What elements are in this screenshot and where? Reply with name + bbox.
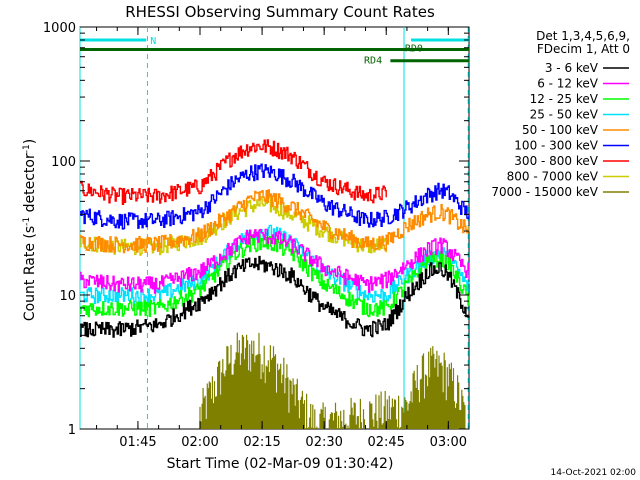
y-label-end: ) bbox=[22, 139, 38, 144]
y-tick-label-2: 100 bbox=[51, 155, 76, 170]
flag-label-rd4: RD4 bbox=[364, 56, 382, 67]
y-label-main: Count Rate (s bbox=[22, 226, 38, 321]
series-layer bbox=[80, 139, 470, 429]
flag-label-n: N bbox=[150, 36, 156, 47]
x-tick-label-1: 02:00 bbox=[181, 435, 218, 450]
series-line-12to25keV bbox=[80, 234, 470, 318]
x-tick-label-2: 02:15 bbox=[243, 435, 280, 450]
y-axis-label: Count Rate (s-1 detector-1) bbox=[22, 139, 38, 321]
series-line-300to800keV bbox=[80, 139, 387, 205]
series-line-6to12keV bbox=[80, 228, 470, 294]
legend-label-3: 25 - 50 keV bbox=[530, 108, 599, 122]
footer-date: 14-Oct-2021 02:00 bbox=[551, 468, 637, 478]
legend-label-4: 50 - 100 keV bbox=[522, 123, 599, 137]
x-tick-label-4: 02:45 bbox=[367, 435, 404, 450]
y-tick-label-0: 1 bbox=[68, 423, 76, 438]
legend-label-0: 3 - 6 keV bbox=[545, 61, 599, 75]
x-axis-ticks: 01:45 02:00 02:15 02:30 02:45 03:00 bbox=[96, 27, 470, 450]
legend-header-line-1: Det 1,3,4,5,6,9, bbox=[536, 29, 630, 43]
series-line-7000to15000keV bbox=[199, 332, 466, 429]
y-label-sup1: -1 bbox=[22, 217, 32, 226]
y-tick-label-3: 1000 bbox=[43, 21, 76, 36]
flag-bars: N RD0 RD4 bbox=[80, 36, 469, 67]
series-line-3to6keV bbox=[80, 255, 470, 338]
y-axis-ticks: 1 10 100 1000 bbox=[43, 21, 469, 438]
flag-label-rd0: RD0 bbox=[405, 43, 423, 54]
series-line-100to300keV bbox=[80, 163, 470, 230]
y-label-mid: detector bbox=[22, 153, 38, 217]
legend-label-7: 800 - 7000 keV bbox=[507, 170, 599, 184]
x-tick-label-3: 02:30 bbox=[305, 435, 342, 450]
legend-label-8: 7000 - 15000 keV bbox=[491, 185, 598, 199]
x-tick-label-5: 03:00 bbox=[430, 435, 467, 450]
legend-header-line-2: FDecim 1, Att 0 bbox=[537, 42, 630, 56]
legend-label-2: 12 - 25 keV bbox=[530, 92, 599, 106]
series-line-50to100keV bbox=[80, 189, 470, 254]
legend-label-5: 100 - 300 keV bbox=[514, 139, 598, 153]
x-axis-label: Start Time (02-Mar-09 01:30:42) bbox=[167, 456, 394, 472]
legend-label-1: 6 - 12 keV bbox=[537, 77, 599, 91]
y-label-sup2: -1 bbox=[22, 144, 32, 153]
y-tick-label-1: 10 bbox=[59, 289, 76, 304]
x-tick-label-0: 01:45 bbox=[119, 435, 156, 450]
chart-title: RHESSI Observing Summary Count Rates bbox=[125, 3, 435, 21]
legend-label-6: 300 - 800 keV bbox=[514, 154, 598, 168]
